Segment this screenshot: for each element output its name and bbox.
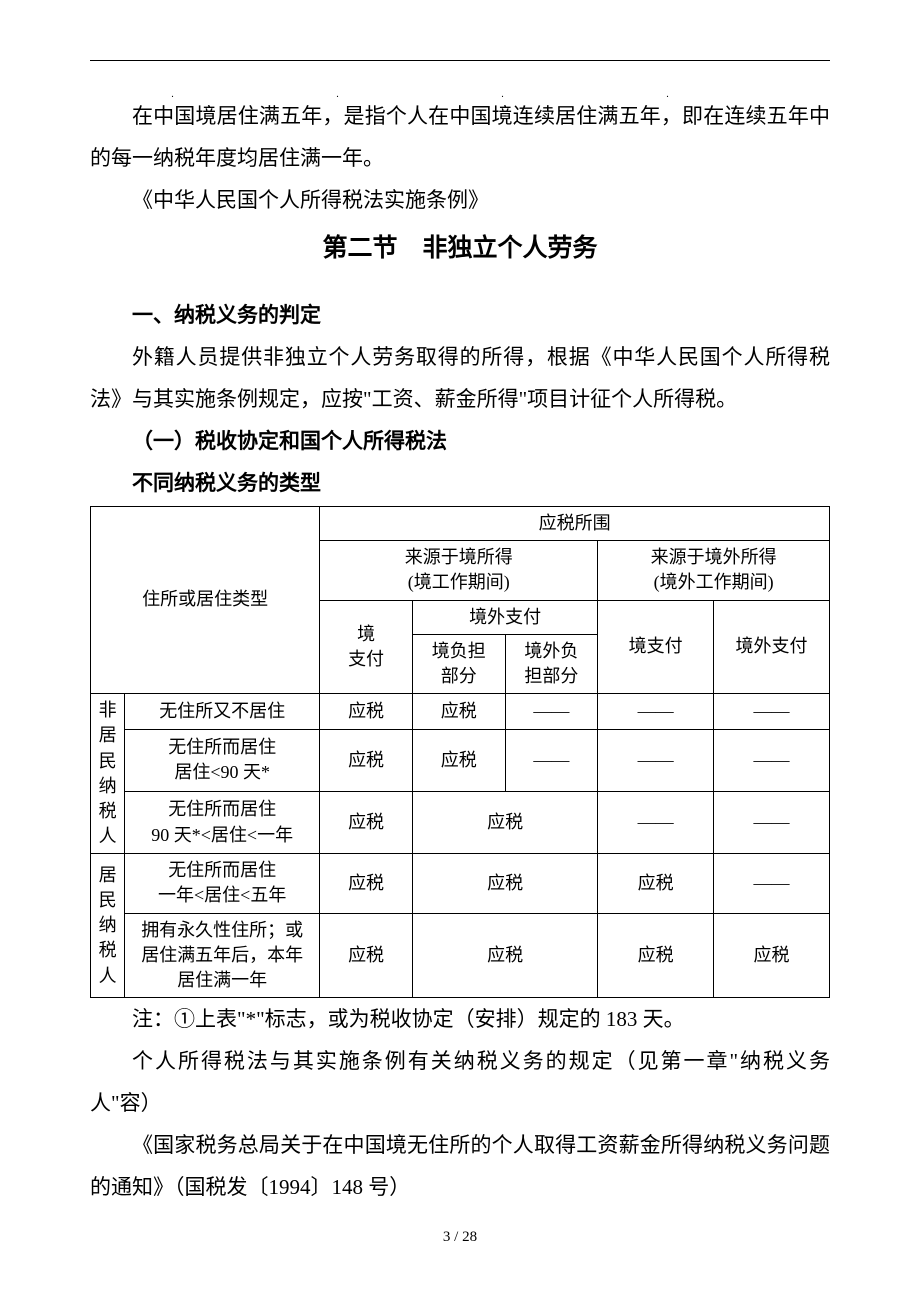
group-resident: 居民纳税人 — [91, 854, 125, 998]
cell-label: 无住所又不居住 — [125, 694, 320, 730]
table-row: 无住所而居住 居住<90 天* 应税 应税 —— —— —— — [91, 729, 830, 791]
table-row: 拥有永久性住所；或 居住满五年后，本年 居住满一年 应税 应税 应税 应税 — [91, 913, 830, 998]
header-taxable-scope: 应税所围 — [320, 507, 830, 541]
cell: 应税 — [320, 854, 413, 913]
cell: —— — [505, 729, 598, 791]
table-row: 非居民纳税人 无住所又不居住 应税 应税 —— —— —— — [91, 694, 830, 730]
header-domestic-income: 来源于境所得 (境工作期间) — [320, 541, 598, 600]
paragraph-2: 《中华人民国个人所得税法实施条例》 — [90, 179, 830, 221]
table-row: 居民纳税人 无住所而居住 一年<居住<五年 应税 应税 应税 —— — [91, 854, 830, 913]
cell: 应税 — [598, 854, 714, 913]
table-row: 住所或居住类型 应税所围 — [91, 507, 830, 541]
cell-label: 拥有永久性住所；或 居住满五年后，本年 居住满一年 — [125, 913, 320, 998]
section-title: 第二节 非独立个人劳务 — [90, 221, 830, 276]
header-fp-domestic-burden: 境负担 部分 — [412, 634, 505, 693]
cell: —— — [598, 694, 714, 730]
header-fp-foreign-burden: 境外负 担部分 — [505, 634, 598, 693]
table-row: 无住所而居住 90 天*<居住<一年 应税 应税 —— —— — [91, 792, 830, 854]
cell: —— — [598, 792, 714, 854]
header-foreign-income: 来源于境外所得 (境外工作期间) — [598, 541, 830, 600]
tax-table: 住所或居住类型 应税所围 来源于境所得 (境工作期间) 来源于境外所得 (境外工… — [90, 506, 830, 998]
cell-label: 无住所而居住 90 天*<居住<一年 — [125, 792, 320, 854]
cell-label: 无住所而居住 居住<90 天* — [125, 729, 320, 791]
cell: 应税 — [320, 729, 413, 791]
cell: —— — [598, 729, 714, 791]
header-rule — [90, 60, 830, 61]
header-domestic-pay: 境 支付 — [320, 600, 413, 694]
note-2: 个人所得税法与其实施条例有关纳税义务的规定（见第一章"纳税义务人"容） — [90, 1040, 830, 1124]
cell: 应税 — [412, 854, 597, 913]
heading-3: 不同纳税义务的类型 — [90, 462, 830, 504]
note-1: 注：①上表"*"标志，或为税收协定（安排）规定的 183 天。 — [90, 998, 830, 1040]
cell: 应税 — [320, 792, 413, 854]
cell: —— — [714, 854, 830, 913]
cell: —— — [714, 694, 830, 730]
heading-1: 一、纳税义务的判定 — [90, 294, 830, 336]
heading-2: （一）税收协定和国个人所得税法 — [90, 420, 830, 462]
note-3: 《国家税务总局关于在中国境无住所的个人取得工资薪金所得纳税义务问题的通知》（国税… — [90, 1124, 830, 1208]
cell: 应税 — [714, 913, 830, 998]
paragraph-3: 外籍人员提供非独立个人劳务取得的所得，根据《中华人民国个人所得税法》与其实施条例… — [90, 336, 830, 420]
header-residence-type: 住所或居住类型 — [91, 507, 320, 694]
cell: 应税 — [412, 792, 597, 854]
header-foreign-pay-group: 境外支付 — [412, 600, 597, 634]
cell: —— — [714, 729, 830, 791]
cell: —— — [714, 792, 830, 854]
cell: 应税 — [320, 913, 413, 998]
cell: —— — [505, 694, 598, 730]
cell: 应税 — [412, 913, 597, 998]
page-number: 3 / 28 — [0, 1229, 920, 1246]
header-fi-foreign-pay: 境外支付 — [714, 600, 830, 694]
cell: 应税 — [412, 694, 505, 730]
cell: 应税 — [412, 729, 505, 791]
cell: 应税 — [320, 694, 413, 730]
cell: 应税 — [598, 913, 714, 998]
cell-label: 无住所而居住 一年<居住<五年 — [125, 854, 320, 913]
header-fi-domestic-pay: 境支付 — [598, 600, 714, 694]
group-nonresident: 非居民纳税人 — [91, 694, 125, 854]
paragraph-1: 在中国境居住满五年，是指个人在中国境连续居住满五年，即在连续五年中的每一纳税年度… — [90, 95, 830, 179]
